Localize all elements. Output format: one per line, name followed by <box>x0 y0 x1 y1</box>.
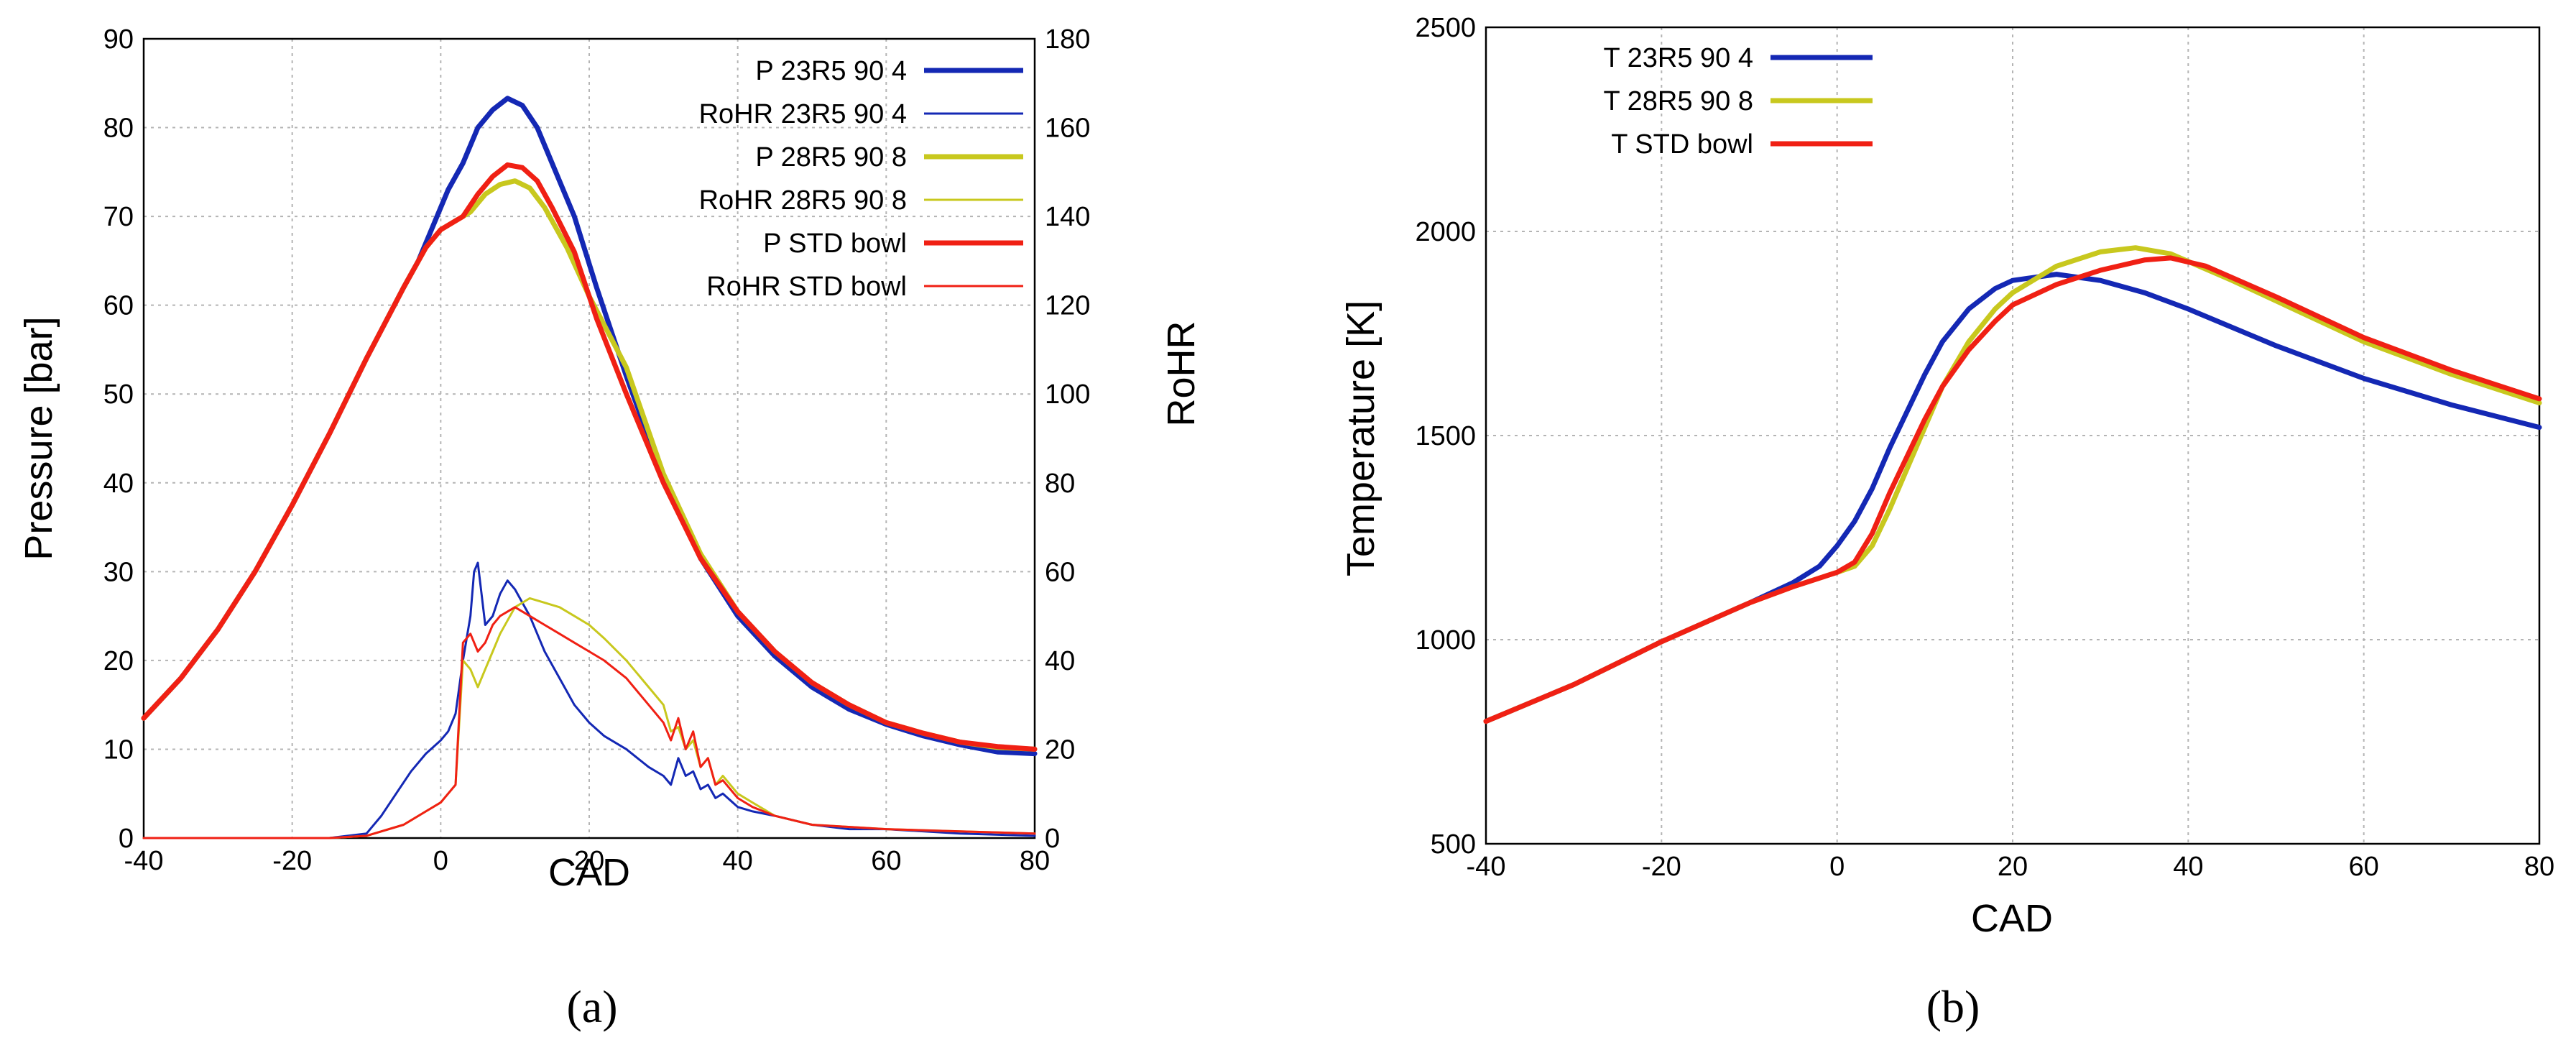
panel-a-y2-tick-labels: 0 20 40 60 80 100 120 140 160 180 <box>1045 24 1090 854</box>
panel-b-y-tick-labels: 500 1000 1500 2000 2500 <box>1415 13 1476 860</box>
panel-b-caption: (b) <box>1926 981 1980 1032</box>
a-y2-tick-160: 160 <box>1045 114 1090 144</box>
a-y2-tick-20: 20 <box>1045 735 1075 765</box>
panel-b-y-axis-label: Temperature [K] <box>1339 300 1382 576</box>
b-y-tick-2500: 2500 <box>1415 13 1476 43</box>
b-legend-label-t-std-bowl: T STD bowl <box>1611 129 1753 160</box>
a-y2-tick-40: 40 <box>1045 646 1075 676</box>
a-x-tick-40: -40 <box>124 846 164 876</box>
panel-a-x-axis-label: CAD <box>548 851 630 894</box>
a-series-rohr-23r5-90-4 <box>142 561 1036 839</box>
a-y2-tick-140: 140 <box>1045 202 1090 232</box>
a-y-tick-60: 60 <box>103 291 134 321</box>
a-x-tick-80: 80 <box>1020 846 1050 876</box>
b-y-tick-500: 500 <box>1431 829 1476 860</box>
panel-b-grid <box>1486 27 2539 844</box>
a-x-tick-0: 0 <box>433 846 448 876</box>
a-y-tick-40: 40 <box>103 469 134 499</box>
a-y-tick-90: 90 <box>103 24 134 55</box>
a-x-tick-40: 40 <box>723 846 753 876</box>
a-y2-tick-60: 60 <box>1045 557 1075 587</box>
panel-a-pressure-rohr-chart: -40 -20 0 20 40 60 80 0 10 20 30 40 50 60 70 80 90 0 20 4… <box>17 24 1203 1032</box>
a-legend-label-rohr-28r5-90-8: RoHR 28R5 90 8 <box>699 185 907 216</box>
a-legend-label-rohr-23r5-90-4: RoHR 23R5 90 4 <box>699 99 907 129</box>
panel-a-y-axis-label: Pressure [bar] <box>17 316 60 560</box>
b-x-tick-80: 80 <box>2524 852 2554 882</box>
panel-a-x-tick-labels: -40 -20 0 20 40 60 80 <box>124 846 1051 876</box>
b-series-t-std-bowl <box>1483 255 2542 724</box>
b-x-tick-40: -40 <box>1467 852 1506 882</box>
a-y2-tick-0: 0 <box>1045 824 1060 854</box>
a-legend-label-p-28r5-90-8: P 28R5 90 8 <box>755 142 907 172</box>
panel-a-grid <box>144 39 1035 838</box>
b-y-tick-2000: 2000 <box>1415 217 1476 247</box>
a-series-p-std-bowl <box>141 162 1038 752</box>
a-y-tick-80: 80 <box>103 114 134 144</box>
b-legend-label-t-28r5-90-8: T 28R5 90 8 <box>1604 86 1753 116</box>
panel-a-y2-axis-label: RoHR <box>1160 321 1203 426</box>
b-x-tick-20: 20 <box>1998 852 2028 882</box>
a-y2-tick-100: 100 <box>1045 379 1090 410</box>
panel-b-x-axis-label: CAD <box>1971 897 2053 940</box>
panel-a-caption: (a) <box>566 981 617 1032</box>
b-x-tick-60: 60 <box>2349 852 2379 882</box>
a-x-tick-20: -20 <box>272 846 312 876</box>
b-legend-label-t-23r5-90-4: T 23R5 90 4 <box>1604 43 1753 73</box>
a-legend-label-rohr-std-bowl: RoHR STD bowl <box>706 272 907 302</box>
a-y2-tick-120: 120 <box>1045 291 1090 321</box>
a-y-tick-10: 10 <box>103 735 134 765</box>
a-y-tick-30: 30 <box>103 557 134 587</box>
panel-a-plot-frame <box>142 37 1036 839</box>
b-x-tick-40: 40 <box>2173 852 2203 882</box>
panel-b-plot-frame <box>1485 26 2541 845</box>
b-series-t-23r5-90-4 <box>1483 272 2542 724</box>
a-y-tick-70: 70 <box>103 202 134 232</box>
a-y-tick-0: 0 <box>119 824 134 854</box>
panel-b-series-lines <box>1483 245 2542 724</box>
a-y2-tick-180: 180 <box>1045 24 1090 55</box>
a-x-tick-60: 60 <box>871 846 901 876</box>
b-y-tick-1500: 1500 <box>1415 421 1476 451</box>
a-y2-tick-80: 80 <box>1045 469 1075 499</box>
panel-a-y-tick-labels: 0 10 20 30 40 50 60 70 80 90 <box>103 24 134 854</box>
b-y-tick-1000: 1000 <box>1415 625 1476 655</box>
panel-b-legend: T 23R5 90 4 T 28R5 90 8 T STD bowl <box>1604 43 1873 160</box>
a-y-tick-50: 50 <box>103 379 134 410</box>
panel-a-series-lines <box>141 96 1038 839</box>
panel-a-legend: P 23R5 90 4 RoHR 23R5 90 4 P 28R5 90 8 RoHR… <box>699 56 1023 302</box>
panel-b-x-tick-labels: -40 -20 0 20 40 60 80 <box>1467 852 2555 882</box>
a-x-tick-20: 20 <box>574 846 604 876</box>
b-x-tick-20: -20 <box>1642 852 1681 882</box>
a-legend-label-p-23r5-90-4: P 23R5 90 4 <box>755 56 907 86</box>
a-legend-label-p-std-bowl: P STD bowl <box>763 229 907 259</box>
b-x-tick-0: 0 <box>1829 852 1845 882</box>
a-y-tick-20: 20 <box>103 646 134 676</box>
a-series-rohr-std-bowl <box>142 606 1036 839</box>
